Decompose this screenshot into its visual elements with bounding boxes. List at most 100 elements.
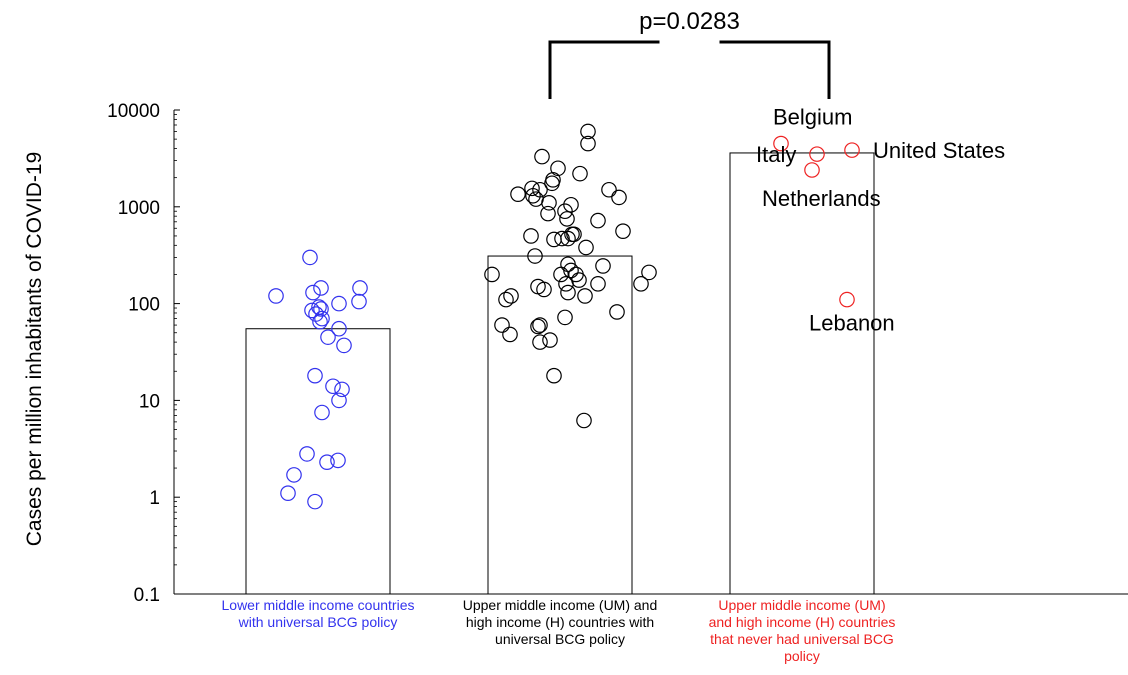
data-point bbox=[314, 310, 330, 327]
data-point bbox=[564, 226, 580, 243]
data-point bbox=[544, 175, 560, 192]
data-point bbox=[319, 454, 335, 470]
data-point bbox=[809, 146, 825, 162]
country-label: Italy bbox=[756, 142, 796, 167]
data-point bbox=[542, 332, 558, 348]
data-point bbox=[331, 392, 347, 409]
data-point bbox=[325, 378, 341, 395]
data-point bbox=[498, 291, 514, 308]
data-point bbox=[308, 306, 324, 322]
data-point bbox=[578, 239, 594, 256]
data-point bbox=[268, 288, 284, 304]
data-point bbox=[541, 194, 557, 211]
data-point bbox=[280, 485, 296, 501]
y-tick-label: 10 bbox=[139, 391, 160, 412]
bar bbox=[729, 152, 875, 595]
data-point bbox=[352, 280, 368, 296]
data-point bbox=[307, 493, 323, 510]
data-point bbox=[330, 452, 346, 469]
p-value-label: p=0.0283 bbox=[639, 8, 740, 35]
y-tick-label: 0.1 bbox=[134, 585, 160, 606]
data-point bbox=[312, 313, 328, 330]
data-point bbox=[572, 165, 588, 182]
data-point bbox=[557, 203, 573, 220]
category-label-line: universal BCG policy bbox=[495, 631, 625, 647]
data-point bbox=[804, 162, 820, 178]
data-point bbox=[524, 180, 540, 197]
data-point bbox=[563, 196, 579, 213]
data-point bbox=[563, 262, 579, 279]
data-point bbox=[615, 223, 631, 239]
data-point bbox=[553, 266, 569, 283]
data-point bbox=[557, 309, 573, 326]
country-label: United States bbox=[873, 138, 1005, 163]
y-axis-label: Cases per million inhabitants of COVID-1… bbox=[23, 152, 46, 547]
data-point bbox=[532, 334, 548, 350]
data-point bbox=[320, 329, 336, 345]
data-point bbox=[609, 304, 625, 320]
data-point bbox=[560, 284, 576, 301]
y-tick-label: 10000 bbox=[107, 101, 160, 122]
data-point bbox=[546, 231, 562, 248]
country-label: Belgium bbox=[773, 105, 852, 130]
data-point bbox=[302, 249, 318, 266]
data-point bbox=[523, 228, 539, 244]
data-point bbox=[525, 187, 541, 204]
data-point bbox=[641, 264, 657, 281]
category-label-line: policy bbox=[784, 648, 820, 664]
data-point bbox=[331, 295, 347, 312]
data-point bbox=[568, 266, 584, 283]
data-point bbox=[595, 258, 611, 274]
data-point bbox=[554, 230, 570, 247]
category-label-line: high income (H) countries with bbox=[466, 614, 654, 630]
bracket-gap bbox=[659, 36, 720, 48]
data-point bbox=[559, 211, 575, 227]
data-point bbox=[580, 135, 596, 152]
data-point bbox=[527, 248, 543, 264]
data-point bbox=[773, 135, 789, 152]
y-tick-label: 1 bbox=[149, 488, 160, 509]
data-point bbox=[633, 276, 649, 292]
data-point bbox=[503, 288, 519, 304]
data-point bbox=[313, 301, 329, 317]
data-point bbox=[336, 337, 352, 354]
data-point bbox=[305, 284, 321, 301]
data-point bbox=[314, 404, 330, 421]
data-point bbox=[286, 467, 302, 483]
category-label-line: Lower middle income countries bbox=[222, 597, 415, 613]
data-point bbox=[577, 288, 593, 304]
data-point bbox=[530, 318, 546, 335]
data-point bbox=[484, 266, 500, 283]
bars bbox=[245, 152, 875, 595]
category-label-line: and high income (H) countries bbox=[709, 614, 896, 630]
data-point bbox=[304, 302, 320, 319]
y-tick-label: 100 bbox=[128, 295, 160, 316]
data-point bbox=[494, 317, 510, 333]
data-point bbox=[502, 326, 518, 343]
data-point bbox=[540, 205, 556, 222]
data-point bbox=[590, 276, 606, 292]
data-point bbox=[299, 446, 315, 462]
country-annotations: Belgium United States Italy Netherlands Leba… bbox=[756, 105, 1005, 336]
points bbox=[268, 123, 860, 510]
data-point bbox=[532, 317, 548, 333]
data-point bbox=[571, 272, 587, 288]
significance-bracket: p=0.0283 bbox=[548, 8, 831, 99]
data-point bbox=[601, 181, 617, 198]
country-label: Lebanon bbox=[809, 311, 895, 336]
data-point bbox=[839, 291, 855, 308]
y-axis: 10000 1000 100 10 1 0.1 bbox=[107, 101, 180, 606]
data-point bbox=[534, 148, 550, 165]
category-label-line: with universal BCG policy bbox=[238, 614, 398, 630]
data-point bbox=[590, 212, 606, 229]
data-point bbox=[510, 186, 526, 202]
data-point bbox=[611, 189, 627, 206]
category-label-line: Upper middle income (UM) bbox=[718, 597, 885, 613]
category-label-line: Upper middle income (UM) and bbox=[463, 597, 658, 613]
data-point bbox=[331, 320, 347, 337]
data-point bbox=[844, 142, 860, 158]
data-point bbox=[313, 280, 329, 296]
data-point bbox=[307, 367, 323, 384]
bracket-line bbox=[548, 40, 831, 99]
